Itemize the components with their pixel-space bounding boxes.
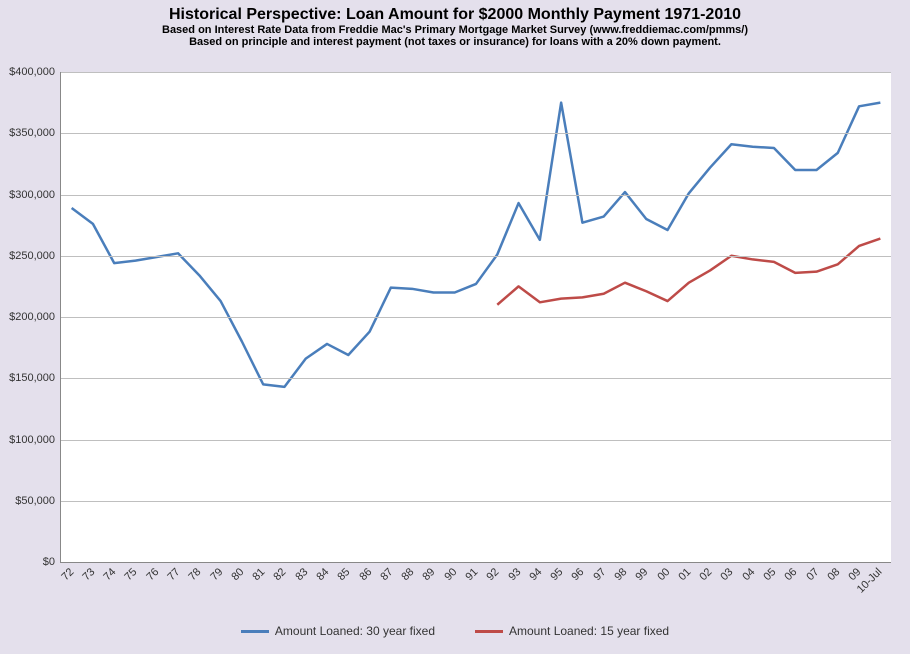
chart-subtitle-1: Based on Interest Rate Data from Freddie…	[0, 24, 910, 36]
chart-container: Historical Perspective: Loan Amount for …	[0, 0, 910, 654]
legend-item: Amount Loaned: 30 year fixed	[241, 624, 435, 638]
legend: Amount Loaned: 30 year fixed Amount Loane…	[0, 624, 910, 638]
gridline	[61, 501, 891, 502]
title-block: Historical Perspective: Loan Amount for …	[0, 6, 910, 48]
legend-swatch	[475, 630, 503, 633]
gridline	[61, 256, 891, 257]
y-tick-label: $50,000	[15, 495, 61, 507]
gridline	[61, 317, 891, 318]
chart-subtitle-2: Based on principle and interest payment …	[0, 36, 910, 48]
series-line	[72, 103, 881, 387]
gridline	[61, 440, 891, 441]
y-tick-label: $400,000	[9, 66, 61, 78]
gridline	[61, 195, 891, 196]
legend-label: Amount Loaned: 30 year fixed	[275, 624, 435, 638]
gridline	[61, 378, 891, 379]
chart-title: Historical Perspective: Loan Amount for …	[0, 6, 910, 24]
series-line	[497, 239, 880, 305]
y-tick-label: $300,000	[9, 189, 61, 201]
gridline	[61, 133, 891, 134]
plot-area: $0$50,000$100,000$150,000$200,000$250,00…	[60, 72, 891, 563]
y-tick-label: $350,000	[9, 127, 61, 139]
legend-label: Amount Loaned: 15 year fixed	[509, 624, 669, 638]
y-tick-label: $100,000	[9, 434, 61, 446]
y-tick-label: $0	[43, 556, 61, 568]
gridline	[61, 72, 891, 73]
y-tick-label: $200,000	[9, 311, 61, 323]
legend-swatch	[241, 630, 269, 633]
y-tick-label: $250,000	[9, 250, 61, 262]
legend-item: Amount Loaned: 15 year fixed	[475, 624, 669, 638]
y-tick-label: $150,000	[9, 372, 61, 384]
